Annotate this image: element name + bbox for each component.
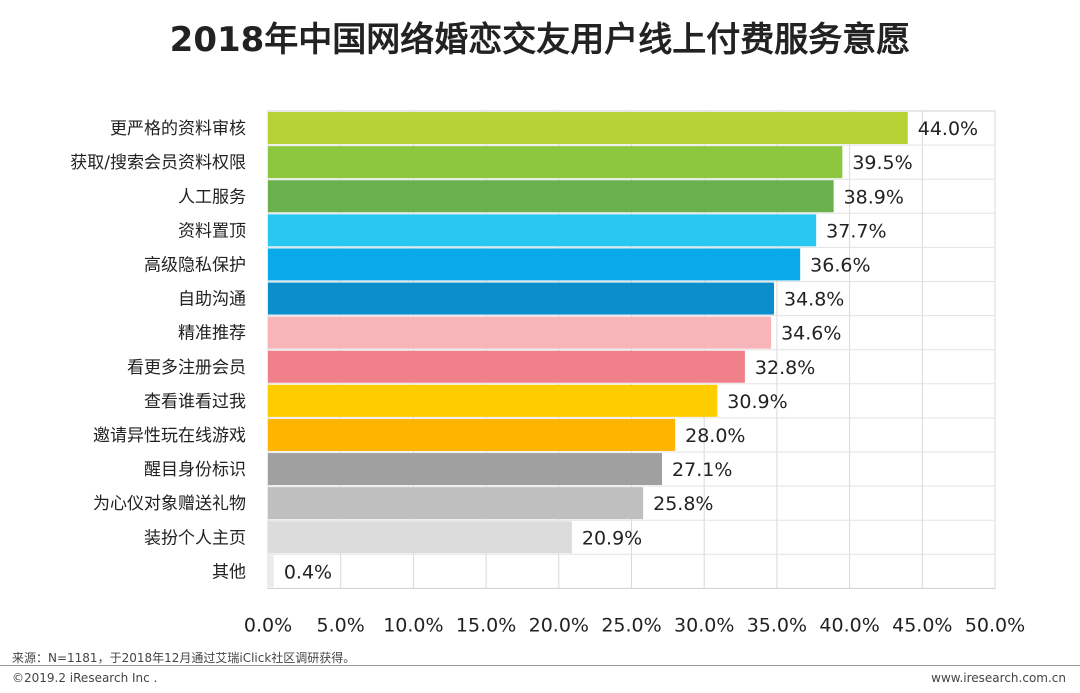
- category-label: 获取/搜索会员资料权限: [70, 153, 246, 173]
- x-axis-ticks: 0.0% 5.0% 10.0% 15.0% 20.0% 25.0% 30.0% 35.0% 40…: [244, 614, 1025, 636]
- category-label: 自助沟通: [178, 290, 246, 310]
- bar: [268, 316, 772, 349]
- bar-value-label: 37.7%: [826, 220, 886, 242]
- bar: [268, 146, 843, 179]
- category-label: 精准推荐: [178, 324, 246, 344]
- x-tick-label: 35.0%: [747, 614, 807, 636]
- bar: [268, 112, 908, 145]
- x-tick-label: 15.0%: [456, 614, 516, 636]
- bar: [268, 418, 676, 451]
- website-link[interactable]: www.iresearch.com.cn: [931, 671, 1066, 685]
- x-tick-label: 25.0%: [601, 614, 661, 636]
- bar-value-label: 34.8%: [784, 289, 844, 311]
- bar: [268, 384, 718, 417]
- bar-value-label: 30.9%: [727, 391, 787, 413]
- bar-value-label: 34.6%: [781, 323, 841, 345]
- x-tick-label: 0.0%: [244, 614, 292, 636]
- category-label: 资料置顶: [178, 221, 246, 241]
- chart-title: 2018年中国网络婚恋交友用户线上付费服务意愿: [169, 20, 911, 60]
- source-note: 来源：N=1181，于2018年12月通过艾瑞iClick社区调研获得。: [12, 651, 356, 665]
- bar-chart: 44.0% 39.5% 38.9% 37.7% 36.6% 34.8% 34.6% 32.8%…: [70, 110, 1025, 636]
- bar-value-label: 20.9%: [582, 527, 642, 549]
- bar: [268, 487, 644, 520]
- bar: [268, 214, 817, 247]
- copyright-text: ©2019.2 iResearch Inc .: [12, 671, 158, 685]
- bar-value-label: 44.0%: [918, 118, 978, 140]
- category-label: 更严格的资料审核: [110, 119, 246, 139]
- bar-value-label: 25.8%: [653, 493, 713, 515]
- category-label: 人工服务: [178, 187, 246, 207]
- category-label: 醒目身份标识: [144, 460, 246, 480]
- bar: [268, 350, 745, 383]
- bar: [268, 282, 774, 315]
- x-tick-label: 5.0%: [317, 614, 365, 636]
- bar-value-label: 0.4%: [284, 561, 332, 583]
- bar-value-label: 32.8%: [755, 357, 815, 379]
- x-tick-label: 10.0%: [383, 614, 443, 636]
- bar: [268, 521, 572, 554]
- x-tick-label: 20.0%: [529, 614, 589, 636]
- bar: [268, 453, 663, 486]
- x-tick-label: 45.0%: [892, 614, 952, 636]
- bars: 44.0% 39.5% 38.9% 37.7% 36.6% 34.8% 34.6% 32.8%…: [268, 112, 978, 588]
- bar-value-label: 36.6%: [810, 254, 870, 276]
- category-label: 看更多注册会员: [127, 358, 246, 378]
- bar: [268, 180, 834, 213]
- footer-divider: [0, 665, 1080, 666]
- category-label: 邀请异性玩在线游戏: [93, 426, 246, 446]
- bar-value-label: 38.9%: [844, 186, 904, 208]
- bar-value-label: 28.0%: [685, 425, 745, 447]
- bar: [268, 248, 801, 281]
- category-label: 其他: [212, 562, 246, 582]
- bar: [268, 555, 274, 588]
- category-label: 高级隐私保护: [144, 255, 246, 275]
- bar-value-label: 27.1%: [672, 459, 732, 481]
- category-labels: 更严格的资料审核获取/搜索会员资料权限人工服务资料置顶高级隐私保护自助沟通精准推…: [70, 119, 246, 582]
- x-tick-label: 40.0%: [819, 614, 879, 636]
- x-tick-label: 50.0%: [965, 614, 1025, 636]
- bar-value-label: 39.5%: [852, 152, 912, 174]
- x-tick-label: 30.0%: [674, 614, 734, 636]
- category-label: 装扮个人主页: [144, 528, 246, 548]
- category-label: 查看谁看过我: [144, 392, 246, 412]
- category-label: 为心仪对象赠送礼物: [93, 494, 246, 514]
